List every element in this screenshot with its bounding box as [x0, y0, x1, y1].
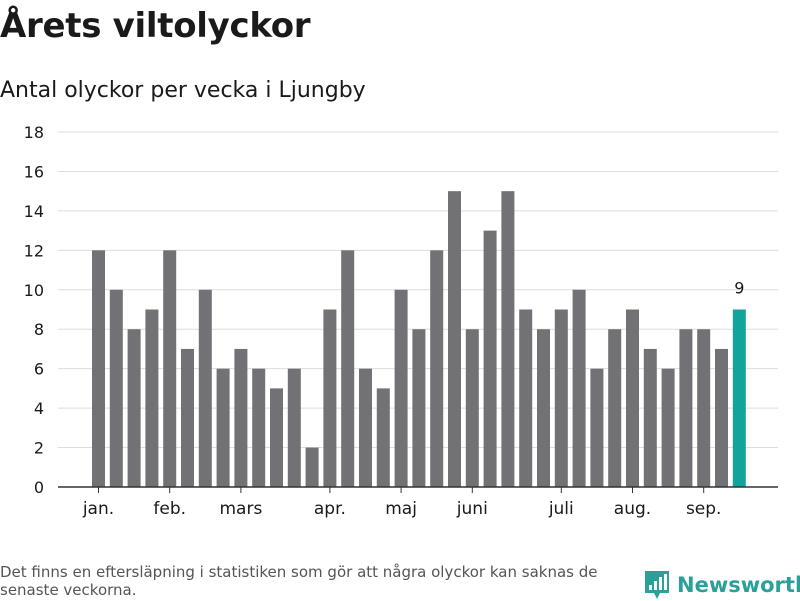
- bar: [181, 348, 194, 487]
- bar: [430, 250, 444, 487]
- bar: [376, 388, 390, 487]
- newsworthy-brand: Newsworthy: [644, 569, 800, 601]
- current-week-value-label: 9: [734, 279, 744, 298]
- bar: [127, 329, 141, 487]
- y-tick-label: 4: [34, 399, 44, 418]
- bar: [501, 191, 515, 487]
- bar: [608, 329, 622, 487]
- x-tick-label: sep.: [686, 499, 722, 519]
- bar: [109, 289, 123, 487]
- bar: [679, 329, 693, 487]
- bar: [412, 329, 426, 487]
- x-tick-label: feb.: [153, 499, 186, 519]
- bar: [448, 191, 461, 487]
- bar: [626, 309, 639, 487]
- chart-subtitle: Antal olyckor per vecka i Ljungby: [0, 78, 366, 103]
- y-tick-label: 16: [24, 162, 44, 181]
- bar-current-week: [732, 309, 746, 487]
- bar: [270, 388, 283, 487]
- x-tick-label: juli: [548, 499, 574, 519]
- bar: [216, 368, 230, 487]
- x-tick-label: juni: [456, 499, 488, 519]
- bar: [341, 250, 355, 487]
- bar: [359, 368, 372, 487]
- y-tick-label: 18: [24, 123, 44, 142]
- x-tick-label: jan.: [82, 499, 114, 519]
- bar: [590, 368, 604, 487]
- data-lag-footnote: Det finns en eftersläpning i statistiken…: [0, 563, 598, 599]
- bar: [323, 309, 337, 487]
- bar: [234, 348, 248, 487]
- bar: [643, 348, 657, 487]
- x-tick-label: aug.: [614, 499, 651, 519]
- bar: [697, 329, 711, 487]
- y-tick-label: 12: [24, 241, 44, 260]
- x-tick-label: apr.: [314, 499, 346, 519]
- y-tick-label: 6: [34, 360, 44, 379]
- bar: [163, 250, 177, 487]
- bar: [394, 289, 408, 487]
- bar: [305, 447, 319, 487]
- bar: [198, 289, 212, 487]
- bar: [715, 348, 728, 487]
- bar: [519, 309, 533, 487]
- y-tick-label: 8: [34, 320, 44, 339]
- newsworthy-logo-icon: [645, 571, 669, 599]
- y-tick-label: 0: [34, 478, 44, 497]
- y-tick-label: 14: [24, 202, 44, 221]
- bar: [287, 368, 301, 487]
- bar: [92, 250, 105, 487]
- bar: [465, 329, 479, 487]
- weekly-accidents-bar-chart: 0 2 4 6 8 10 12 14 16 18 9 jan. feb. mars apr. maj juni j…: [24, 123, 778, 519]
- bar: [252, 368, 266, 487]
- brand-name: Newsworthy: [677, 573, 800, 597]
- bar: [554, 309, 568, 487]
- bar: [537, 329, 550, 487]
- bar: [572, 289, 586, 487]
- x-tick-label: maj: [385, 499, 417, 519]
- chart-title: Årets viltolyckor: [0, 6, 311, 46]
- y-tick-label: 2: [34, 439, 44, 458]
- bar: [661, 368, 675, 487]
- bar: [483, 230, 497, 487]
- x-tick-label: mars: [219, 499, 262, 519]
- y-tick-label: 10: [24, 281, 44, 300]
- bar: [145, 309, 159, 487]
